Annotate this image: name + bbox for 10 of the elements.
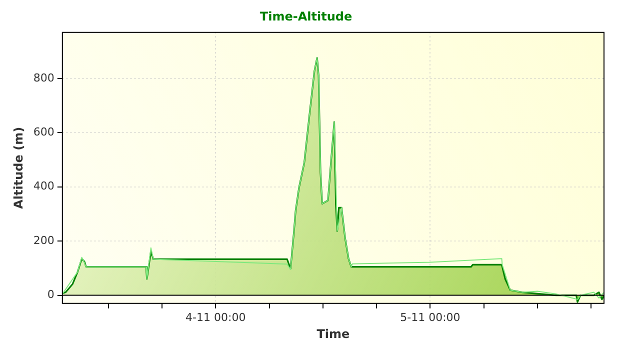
y-axis-title: Altitude (m) xyxy=(11,126,26,209)
y-tick-label: 800 xyxy=(33,71,54,84)
chart-title: Time-Altitude xyxy=(260,9,352,24)
y-tick-label: 0 xyxy=(47,288,54,302)
y-tick-label: 600 xyxy=(33,126,54,139)
x-tick-label: 4-11 00:00 xyxy=(186,310,246,324)
x-axis-title: Time xyxy=(316,326,350,341)
y-tick-label: 400 xyxy=(33,180,54,193)
x-tick-label: 5-11 00:00 xyxy=(400,310,460,324)
y-tick-label: 200 xyxy=(33,234,54,247)
